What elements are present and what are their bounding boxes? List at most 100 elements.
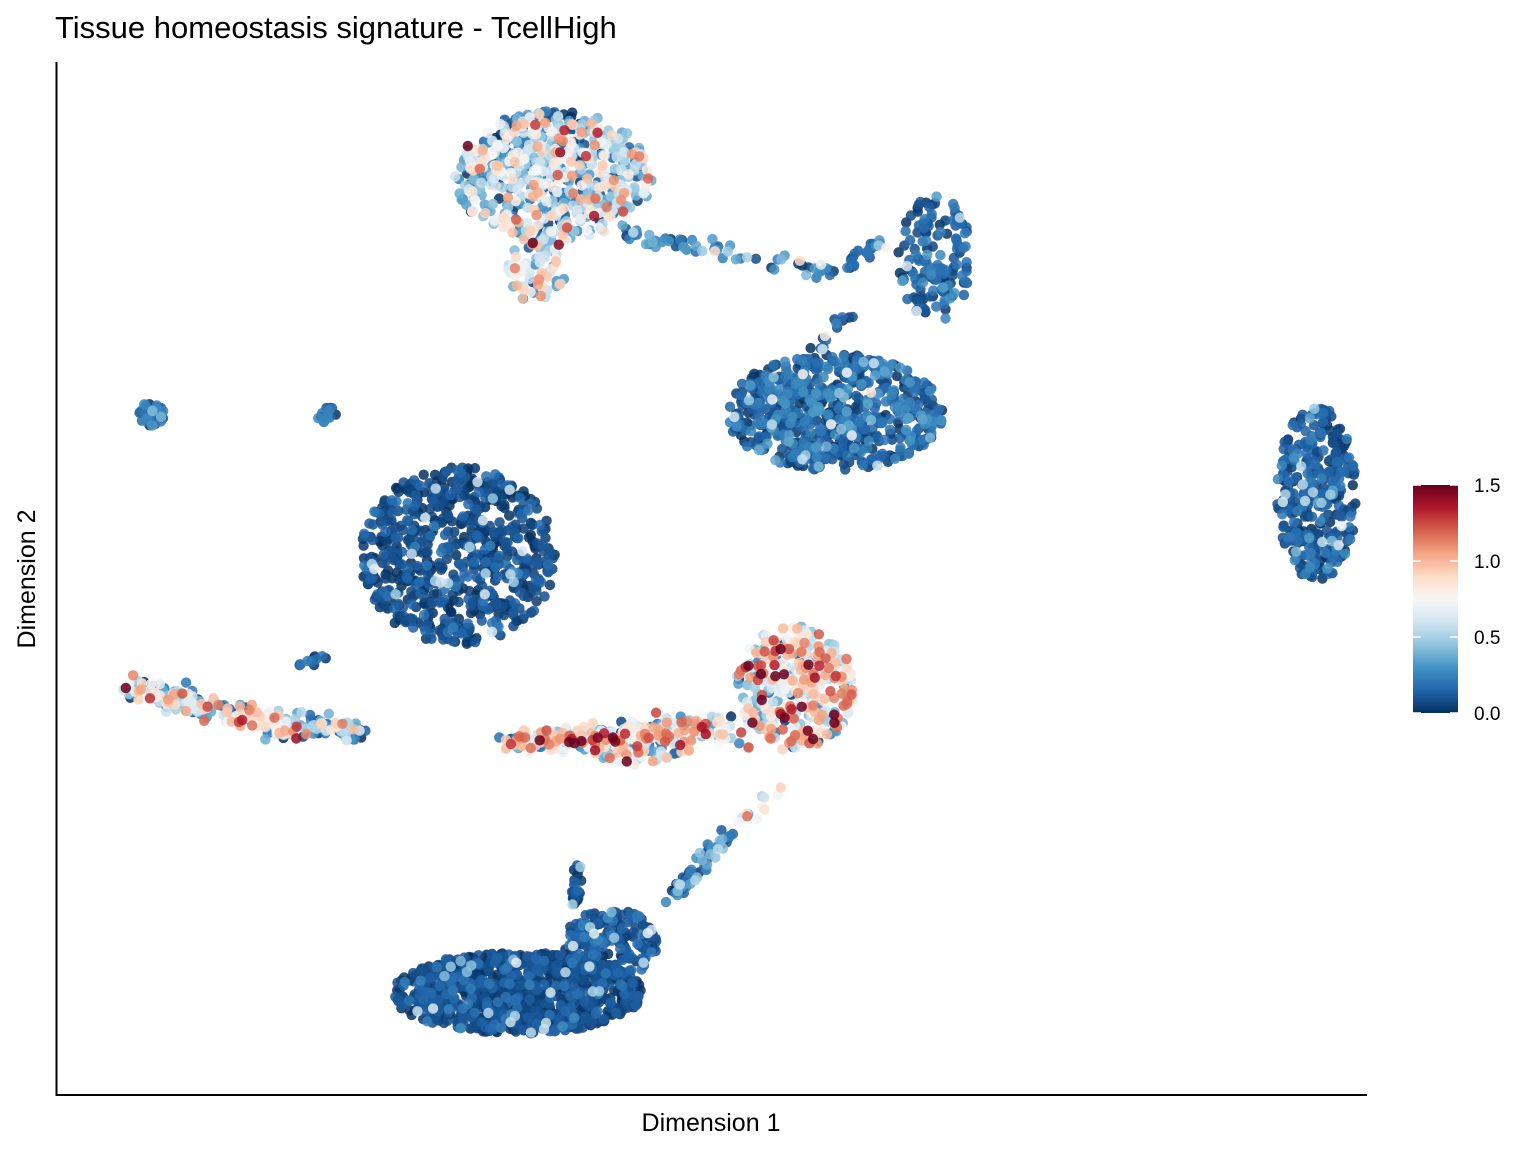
scatter-point [841,406,852,417]
scatter-point [1307,487,1319,498]
scatter-point [833,403,844,414]
scatter-point [469,463,481,474]
scatter-point [823,662,834,674]
scatter-point [829,709,840,720]
scatter-point [736,727,747,738]
scatter-point [1317,488,1328,499]
scatter-point [500,558,511,569]
scatter-point [831,318,842,329]
scatter-point [493,550,505,561]
scatter-point [601,202,612,213]
scatter-point [807,733,819,745]
scatter-point [621,756,632,767]
scatter-point [507,227,518,238]
scatter-point [961,257,972,268]
scatter-point [486,626,498,637]
scatter-point [260,734,271,745]
scatter-point [589,928,600,939]
scatter-point [492,996,503,1008]
scatter-point [535,576,547,588]
scatter-point [675,739,686,751]
scatter-point [418,469,429,480]
scatter-point [445,961,456,972]
scatter-point [847,311,858,323]
scatter-point [928,285,939,296]
scatter-point [442,578,454,589]
scatter-point [576,127,587,138]
scatter-point [1287,419,1298,431]
scatter-point [1304,562,1316,573]
scatter-point [439,970,450,982]
scatter-point [521,951,533,962]
scatter-point [462,618,473,629]
scatter-point [491,160,502,171]
scatter-point [456,628,467,639]
scatter-point [369,506,380,517]
scatter-point [917,414,928,425]
scatter-point [717,729,729,740]
scatter-point [483,965,494,976]
scatter-point [632,938,643,949]
scatter-point [838,350,849,362]
scatter-point [904,377,915,388]
scatter-point [1299,495,1311,507]
scatter-point [144,693,156,704]
scatter-point [786,704,797,715]
scatter-point [886,359,898,370]
scatter-point [565,156,577,167]
scatter-point [1322,563,1333,574]
scatter-point [605,211,616,222]
scatter-point [743,395,755,406]
scatter-point [491,597,502,609]
scatter-point [414,480,426,491]
scatter-point [926,394,938,405]
scatter-point [525,742,536,754]
scatter-point [502,192,514,203]
scatter-point [453,596,464,608]
scatter-point [432,961,443,973]
scatter-point [418,609,430,621]
scatter-point [722,246,733,257]
scatter-point [154,690,166,701]
scatter-point [1277,509,1288,520]
scatter-point [801,628,813,640]
scatter-point [244,704,255,716]
scatter-point [830,670,841,682]
scatter-point [483,1007,494,1019]
scatter-points [118,106,1361,1039]
scatter-point [606,906,617,918]
scatter-point [697,245,708,257]
scatter-point [487,588,498,600]
scatter-point [724,401,736,412]
scatter-point [465,519,476,530]
scatter-point [531,209,542,221]
scatter-point [528,179,539,191]
scatter-point [489,173,500,184]
scatter-point [779,712,790,723]
scatter-point [466,206,478,217]
scatter-point [484,978,495,990]
scatter-point [459,568,470,579]
scatter-point [412,560,423,572]
scatter-point [571,204,583,216]
scatter-point [748,707,759,719]
scatter-point [796,355,808,366]
scatter-point [756,694,767,706]
scatter-point [409,509,420,520]
scatter-point [454,491,465,503]
scatter-point [707,233,718,245]
scatter-point [592,127,603,138]
scatter-point [802,725,813,736]
scatter-point [525,225,536,236]
scatter-point [488,526,500,538]
scatter-point [512,184,523,195]
scatter-point [434,980,445,992]
color-legend-gradient [1413,485,1458,713]
scatter-point [247,720,258,731]
scatter-point [359,528,370,539]
scatter-point [487,493,498,504]
scatter-point [508,621,519,632]
scatter-point [678,241,689,253]
scatter-point [872,460,883,471]
scatter-point [604,752,615,764]
